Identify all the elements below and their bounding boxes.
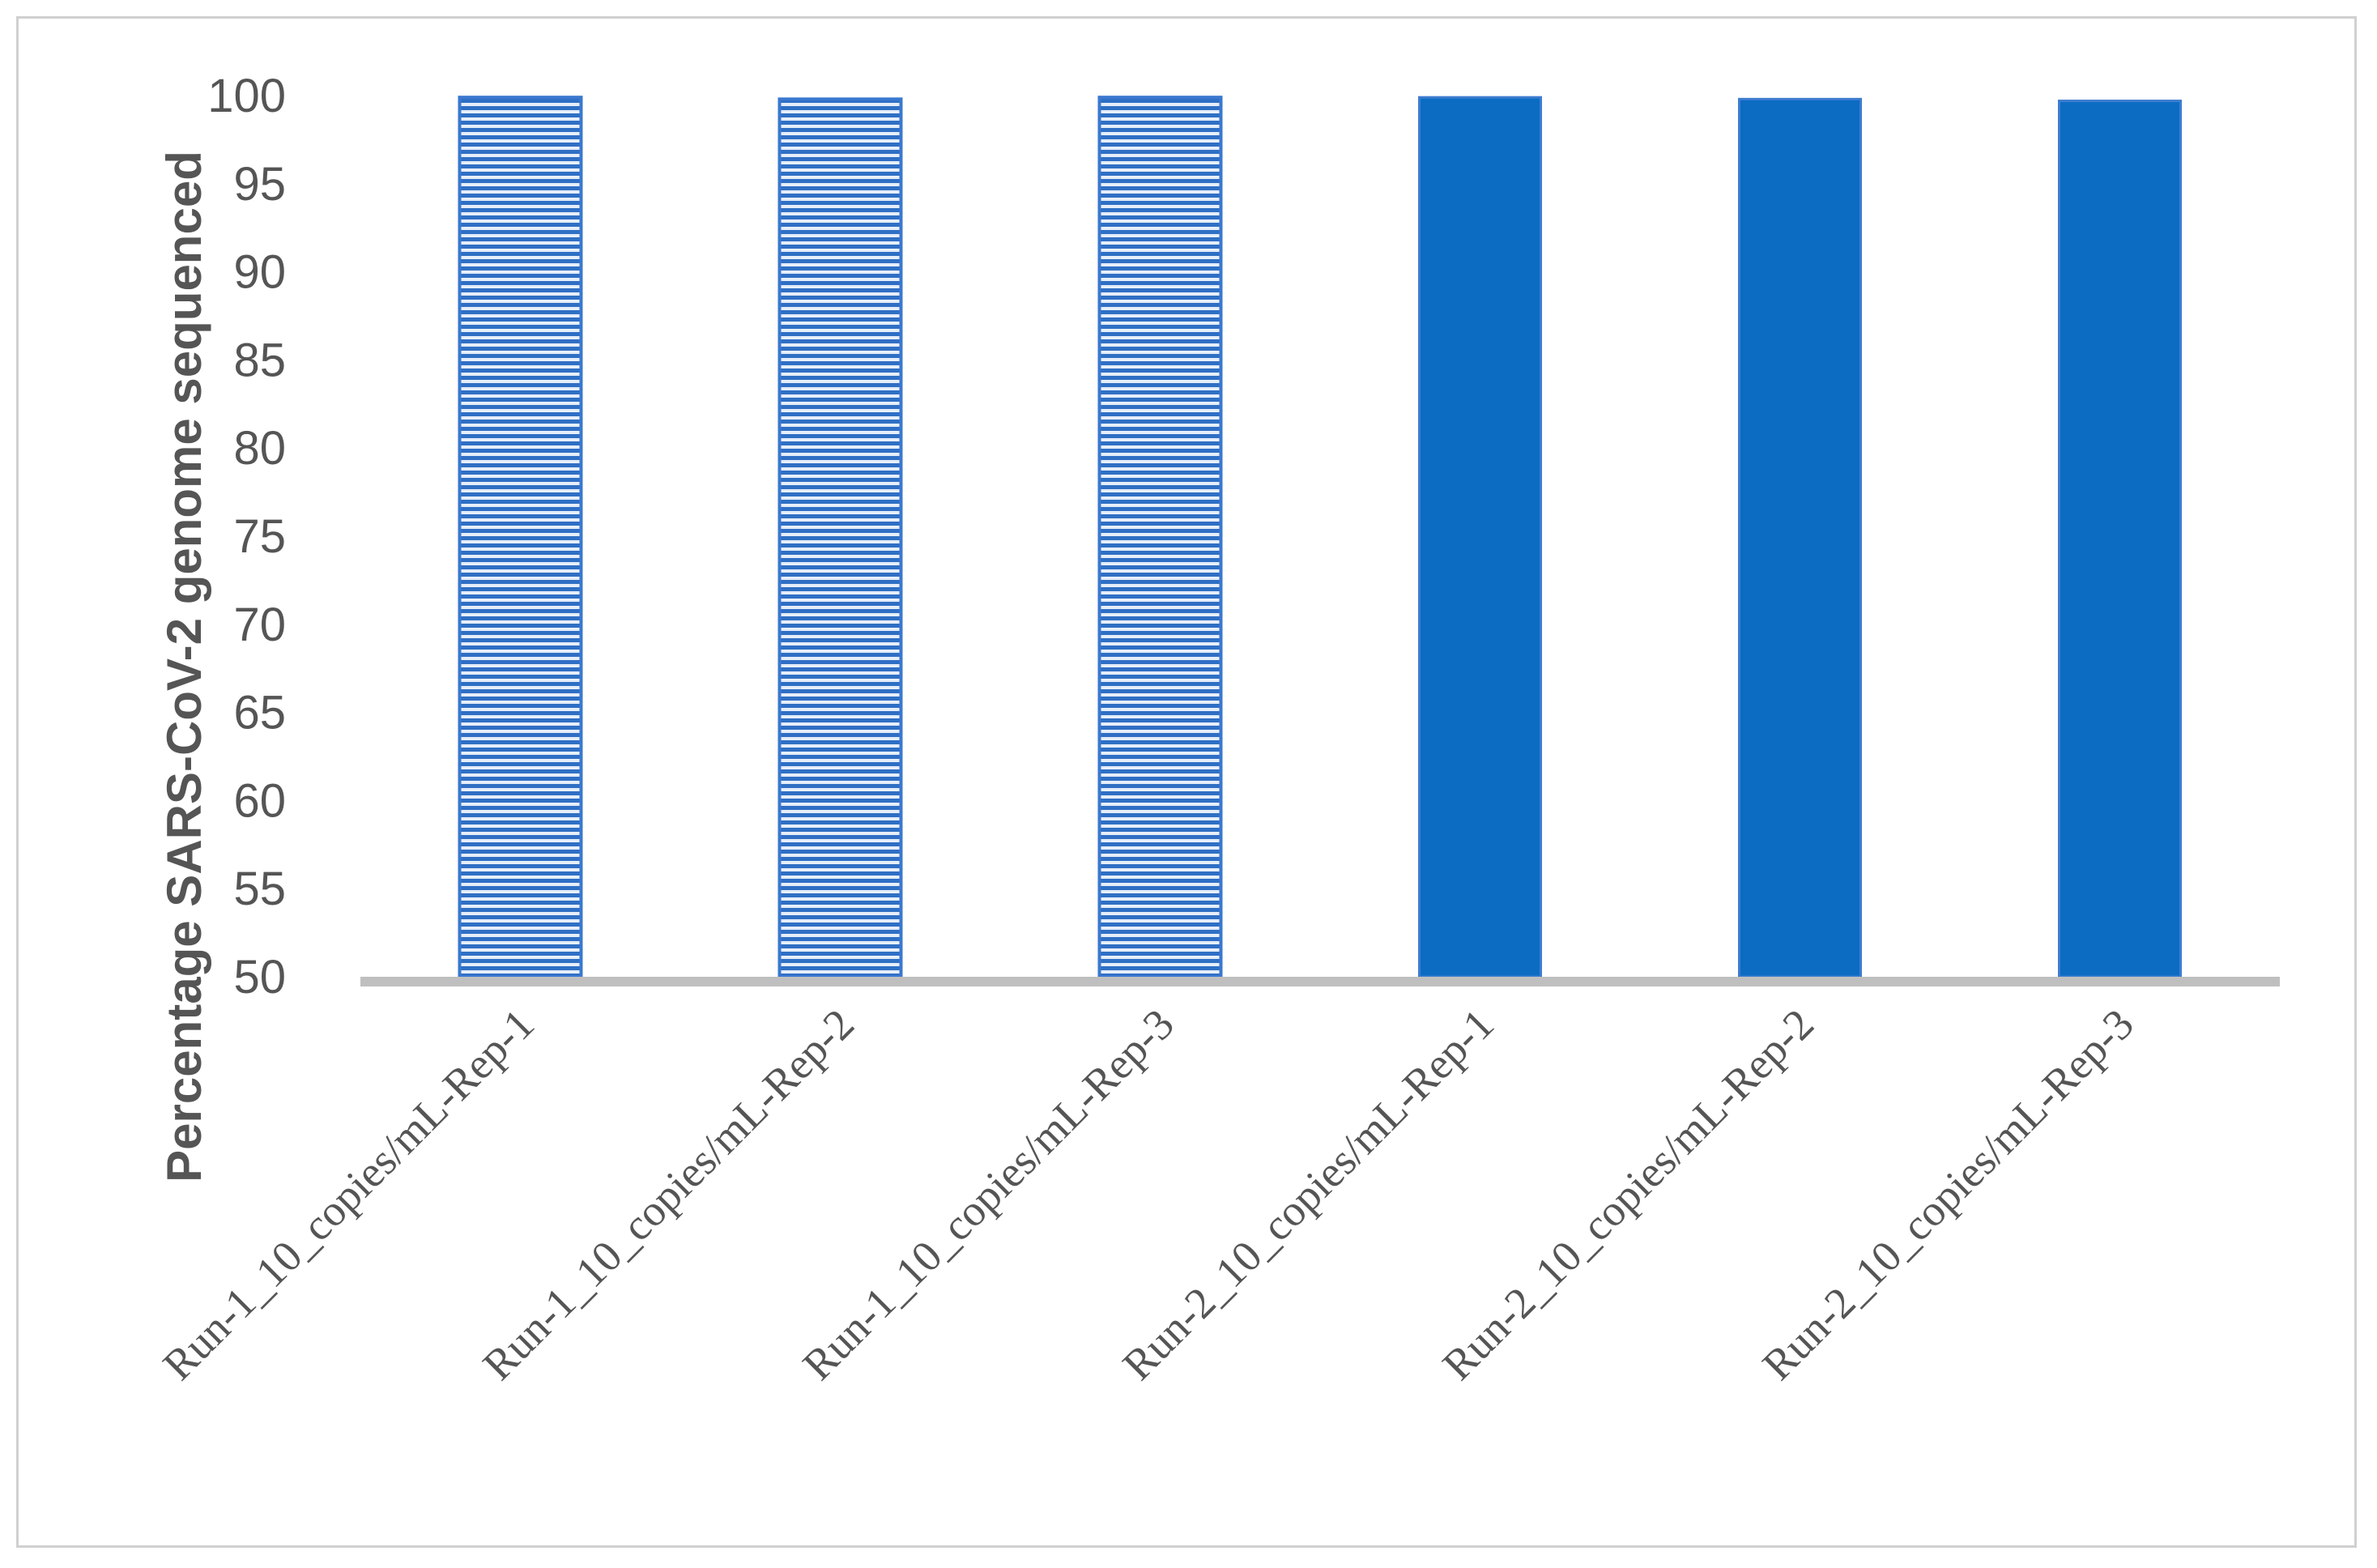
y-tick-label: 100: [207, 70, 286, 122]
y-tick-label: 50: [233, 951, 286, 1003]
y-tick-label: 75: [233, 510, 286, 563]
bar-4: [1418, 96, 1542, 978]
x-tick-label: Run-2_10_copies/mL-Rep-1: [1114, 999, 1503, 1389]
x-tick-label: Run-2_10_copies/mL-Rep-3: [1753, 999, 2143, 1389]
bar-1: [458, 96, 583, 978]
bar-2: [777, 97, 903, 978]
y-tick-label: 70: [233, 599, 286, 651]
y-tick-label: 55: [233, 863, 286, 915]
y-tick-label: 95: [233, 158, 286, 211]
y-tick-label: 90: [233, 246, 286, 299]
y-tick-label: 80: [233, 422, 286, 475]
bar-chart: Percentage SARS-CoV-2 genome sequenced 5…: [154, 70, 2280, 1390]
x-tick-label: Run-1_10_copies/mL-Rep-2: [474, 999, 863, 1389]
y-tick-label: 60: [233, 774, 286, 827]
y-axis-label: Percentage SARS-CoV-2 genome sequenced: [157, 151, 211, 1182]
y-axis-ticks: 50 55 60 65 70 75 80 85 90 95 100: [207, 70, 286, 1003]
x-tick-label: Run-1_10_copies/mL-Rep-3: [794, 999, 1183, 1389]
bar-3: [1097, 96, 1223, 978]
bar-6: [2058, 100, 2182, 978]
y-tick-label: 85: [233, 334, 286, 386]
y-tick-label: 65: [233, 687, 286, 739]
chart-frame: Percentage SARS-CoV-2 genome sequenced 5…: [16, 16, 2357, 1548]
x-axis-ticks: Run-1_10_copies/mL-Rep-1Run-1_10_copies/…: [154, 999, 2143, 1389]
bars: [458, 96, 2182, 978]
x-tick-label: Run-1_10_copies/mL-Rep-1: [154, 999, 543, 1389]
bar-5: [1738, 97, 1862, 978]
x-tick-label: Run-2_10_copies/mL-Rep-2: [1433, 999, 1823, 1389]
